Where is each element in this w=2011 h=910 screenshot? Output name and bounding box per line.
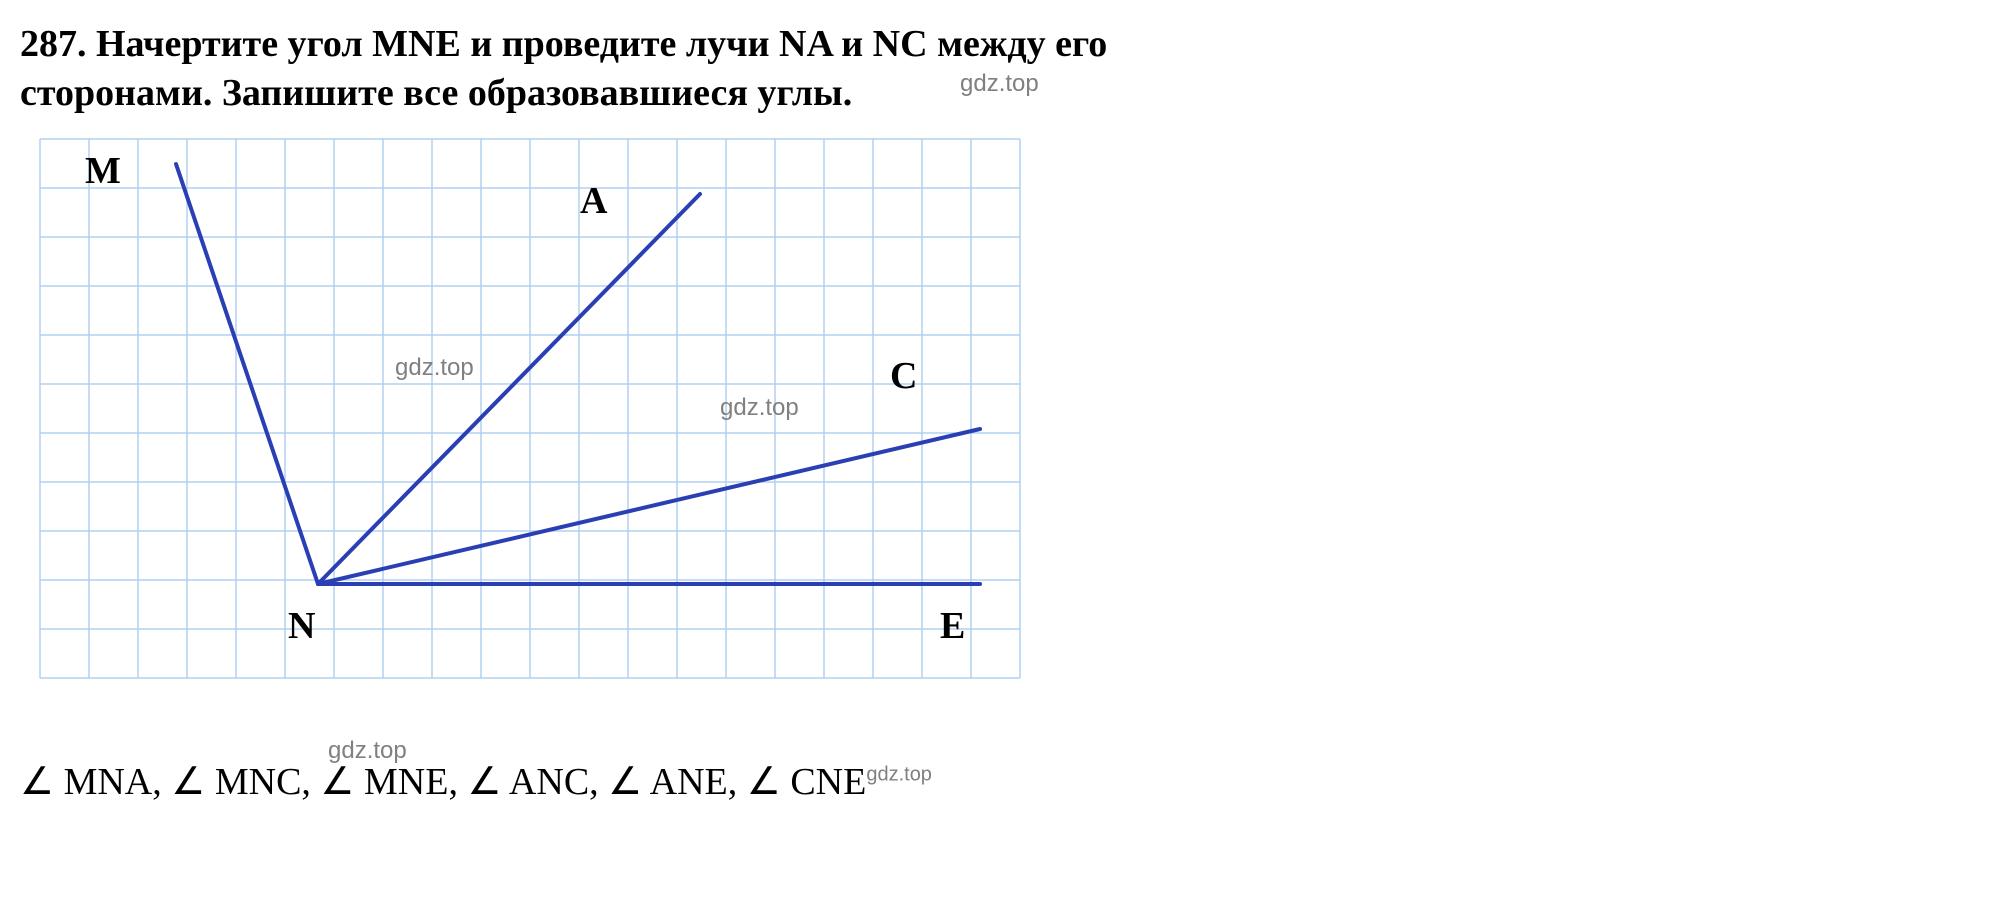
watermark-diagram-1: gdz.top: [395, 354, 474, 382]
answer-line: ∠ MNA, ∠ MNC, ∠ MNE, ∠ ANC, ∠ ANE, ∠ CNE…: [20, 759, 1991, 804]
problem-number: 287.: [20, 23, 87, 65]
grid-svg: [20, 129, 1030, 689]
diagram: M A C N E gdz.top gdz.top: [20, 129, 1030, 729]
watermark-answer-1: gdz.top: [328, 737, 407, 765]
label-E: E: [940, 604, 965, 648]
watermark-diagram-2: gdz.top: [720, 394, 799, 422]
label-A: A: [580, 179, 607, 223]
problem-text-1: Начертите угол MNE и проведите лучи NA и…: [96, 23, 1107, 65]
watermark-top: gdz.top: [960, 68, 1039, 99]
label-M: M: [85, 149, 121, 193]
problem-text-2: сторонами. Запишите все образовавшиеся у…: [20, 72, 852, 114]
label-C: C: [890, 354, 917, 398]
label-N: N: [288, 604, 315, 648]
